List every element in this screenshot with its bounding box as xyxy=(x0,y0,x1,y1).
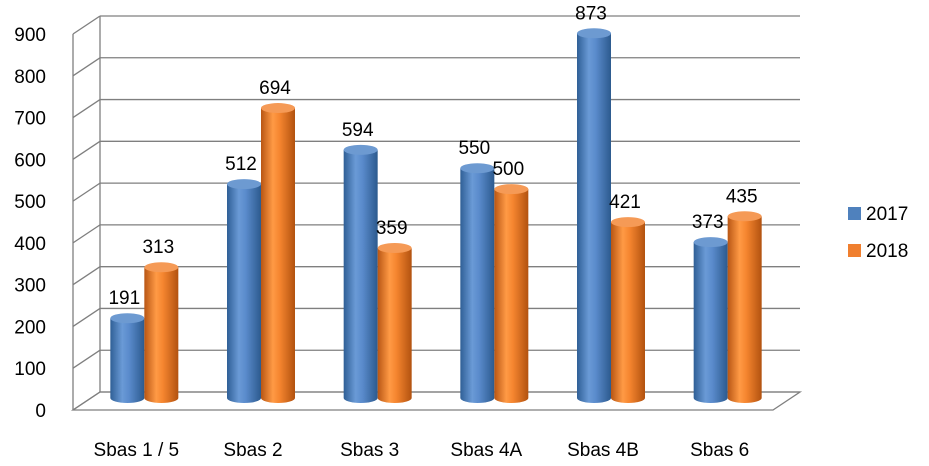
data-label: 313 xyxy=(142,237,174,258)
bar-2018-2 xyxy=(377,243,412,403)
data-label: 873 xyxy=(575,3,607,24)
bar-top xyxy=(261,103,295,114)
data-label: 594 xyxy=(342,120,374,141)
data-label: 550 xyxy=(458,138,490,159)
data-label: 435 xyxy=(726,186,758,207)
data-label: 694 xyxy=(259,78,291,99)
bars-layer xyxy=(110,28,762,403)
bar-2017-1 xyxy=(227,179,261,403)
y-tick-label: 900 xyxy=(14,25,46,46)
bar-top xyxy=(144,262,179,273)
gridline-side xyxy=(72,182,101,202)
legend-label: 2017 xyxy=(866,204,908,225)
gridline-side xyxy=(72,266,101,286)
legend-label: 2018 xyxy=(866,241,908,262)
y-tick-label: 500 xyxy=(14,192,46,213)
bar-top xyxy=(110,313,145,324)
labels-layer: 191 313 Sbas 1 / 5 512 694 Sbas 2 594 359 Sbas 3… xyxy=(94,3,758,461)
y-tick-label: 300 xyxy=(14,276,46,297)
x-category-label: Sbas 4A xyxy=(450,440,522,461)
gridline-side xyxy=(72,99,101,119)
y-tick-label: 800 xyxy=(14,67,46,88)
bar-2018-3 xyxy=(494,184,529,403)
bar-2018-4 xyxy=(611,217,645,403)
bar-body xyxy=(377,248,412,403)
bar-top xyxy=(227,179,261,190)
legend: 2017 2018 xyxy=(848,204,908,262)
data-label: 421 xyxy=(609,192,641,213)
x-category-label: Sbas 4B xyxy=(567,440,639,461)
bar-2017-2 xyxy=(343,144,378,403)
y-tick-label: 600 xyxy=(14,150,46,171)
y-tick-label: 700 xyxy=(14,109,46,130)
legend-swatch xyxy=(848,207,861,220)
bar-body xyxy=(494,189,529,403)
bar-2018-1 xyxy=(261,103,295,403)
data-label: 512 xyxy=(225,154,257,175)
bar-2018-5 xyxy=(727,211,762,403)
bar-body xyxy=(227,184,261,403)
chart-floor xyxy=(70,391,803,411)
bar-top xyxy=(611,217,645,228)
x-category-label: Sbas 2 xyxy=(223,440,282,461)
x-category-label: Sbas 6 xyxy=(690,440,749,461)
gridline-side xyxy=(72,140,101,160)
y-tick-label: 0 xyxy=(35,401,46,422)
gridline-side xyxy=(72,224,101,244)
bar-2017-5 xyxy=(693,237,728,403)
bar-2018-0 xyxy=(144,262,179,403)
y-tick-label: 200 xyxy=(14,317,46,338)
gridline-side xyxy=(72,307,101,327)
bar-2017-4 xyxy=(577,28,611,403)
gridline-side xyxy=(72,349,101,369)
bar-top xyxy=(377,243,412,254)
legend-swatch xyxy=(848,244,861,257)
bar-top xyxy=(727,211,762,222)
data-label: 191 xyxy=(108,288,140,309)
data-label: 373 xyxy=(692,212,724,233)
bar-top xyxy=(693,237,728,248)
bar-body xyxy=(110,318,145,403)
bar-2017-0 xyxy=(110,313,145,403)
y-tick-label: 400 xyxy=(14,234,46,255)
bar-2017-3 xyxy=(460,163,495,403)
bar-body xyxy=(611,222,645,403)
x-category-label: Sbas 1 / 5 xyxy=(94,440,180,461)
bar-body xyxy=(460,168,495,403)
bar-body xyxy=(144,267,179,403)
gridline-side xyxy=(72,15,101,35)
bar-body xyxy=(343,149,378,403)
x-category-label: Sbas 3 xyxy=(340,440,399,461)
bar-body xyxy=(727,216,762,403)
data-label: 500 xyxy=(492,159,524,180)
gridline-side xyxy=(72,57,101,77)
bar-body xyxy=(261,108,295,403)
bar-top xyxy=(577,28,611,39)
bar-top xyxy=(343,144,378,155)
bar-top xyxy=(494,184,529,195)
bar-top xyxy=(460,163,495,174)
data-label: 359 xyxy=(376,218,408,239)
bar-body xyxy=(693,242,728,403)
y-tick-label: 100 xyxy=(14,359,46,380)
grid-layer: 0 100 200 300 400 500 600 700 800 900 xyxy=(14,15,803,422)
bar-body xyxy=(577,33,611,403)
